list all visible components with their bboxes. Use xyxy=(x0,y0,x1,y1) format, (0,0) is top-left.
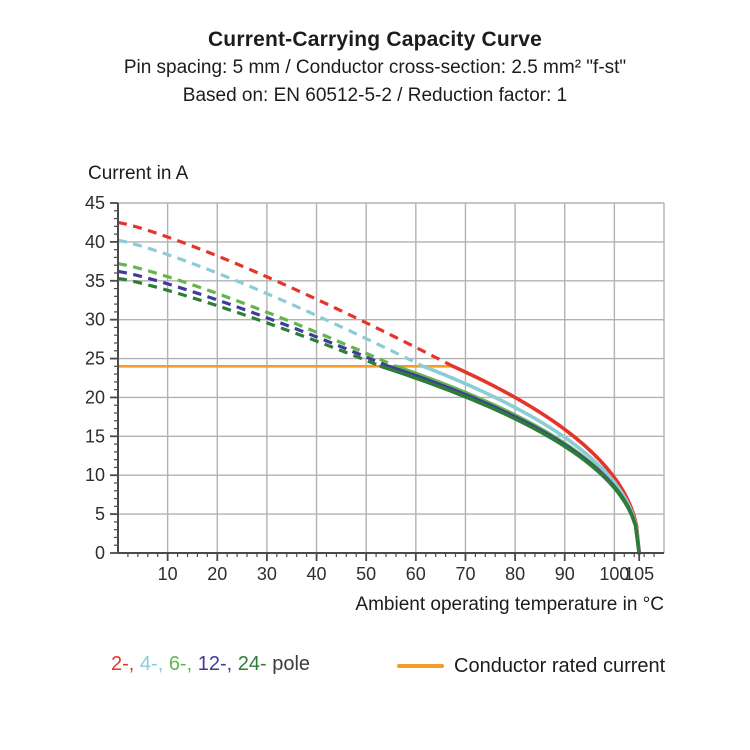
legend-rated-current: Conductor rated current xyxy=(397,653,665,679)
legend-poles: 2-, 4-, 6-, 12-, 24- pole xyxy=(111,653,310,676)
y-tick-label: 0 xyxy=(95,543,105,563)
curve-dashed-24-pole xyxy=(117,276,382,368)
rated-current-label: Conductor rated current xyxy=(454,654,666,677)
x-tick-label: 30 xyxy=(257,564,277,584)
legend-pole-suffix: pole xyxy=(272,653,311,675)
series-curves xyxy=(117,220,641,555)
curve-dashed-4-pole xyxy=(117,238,424,368)
y-tick-label: 40 xyxy=(85,232,105,252)
x-tick-label: 70 xyxy=(455,564,475,584)
axes xyxy=(117,203,664,554)
curve-solid-2-pole xyxy=(451,364,641,555)
legend-pole-item: 6-, xyxy=(168,653,198,675)
grid-lines xyxy=(118,202,665,553)
curve-dashed-12-pole xyxy=(117,269,390,368)
chart-subtitle-standard: Based on: EN 60512-5-2 / Reduction facto… xyxy=(182,85,568,106)
x-axis-title: Ambient operating temperature in °C xyxy=(355,594,664,615)
curve-dashed-6-pole xyxy=(117,262,397,368)
chart-header: Current-Carrying Capacity Curve Pin spac… xyxy=(0,26,750,110)
y-axis-title: Current in A xyxy=(88,163,189,184)
legend-pole-item: 24- xyxy=(237,653,273,675)
y-tick-label: 15 xyxy=(85,426,105,446)
curve-solid-4-pole xyxy=(421,364,641,555)
x-tick-label: 100 xyxy=(599,564,629,584)
y-tick-label: 45 xyxy=(85,193,105,213)
x-tick-label: 10 xyxy=(158,564,178,584)
x-tick-label: 20 xyxy=(207,564,227,584)
x-tick-label: 90 xyxy=(555,564,575,584)
legend-pole-item: 4-, xyxy=(139,653,169,675)
y-tick-label: 20 xyxy=(85,387,105,407)
x-tick-label: 50 xyxy=(356,564,376,584)
legend-pole-item: 12-, xyxy=(197,653,238,675)
legend-pole-item: 2-, xyxy=(111,653,140,675)
curve-solid-24-pole xyxy=(379,364,641,555)
axis-ticks xyxy=(110,202,655,561)
y-tick-label: 30 xyxy=(85,310,105,330)
y-tick-label: 35 xyxy=(85,271,105,291)
x-tick-label: 40 xyxy=(307,564,327,584)
x-tick-label: 105 xyxy=(624,564,654,584)
x-tick-label: 80 xyxy=(505,564,525,584)
chart-title: Current-Carrying Capacity Curve xyxy=(207,28,543,51)
x-tick-label: 60 xyxy=(406,564,426,584)
chart-subtitle-specs: Pin spacing: 5 mm / Conductor cross-sect… xyxy=(123,57,627,78)
y-tick-label: 25 xyxy=(85,349,105,369)
curve-solid-6-pole xyxy=(394,364,641,555)
rated-current-line-swatch xyxy=(397,664,444,668)
y-tick-label: 5 xyxy=(95,504,105,524)
y-tick-label: 10 xyxy=(85,465,105,485)
curve-dashed-2-pole xyxy=(117,220,454,368)
